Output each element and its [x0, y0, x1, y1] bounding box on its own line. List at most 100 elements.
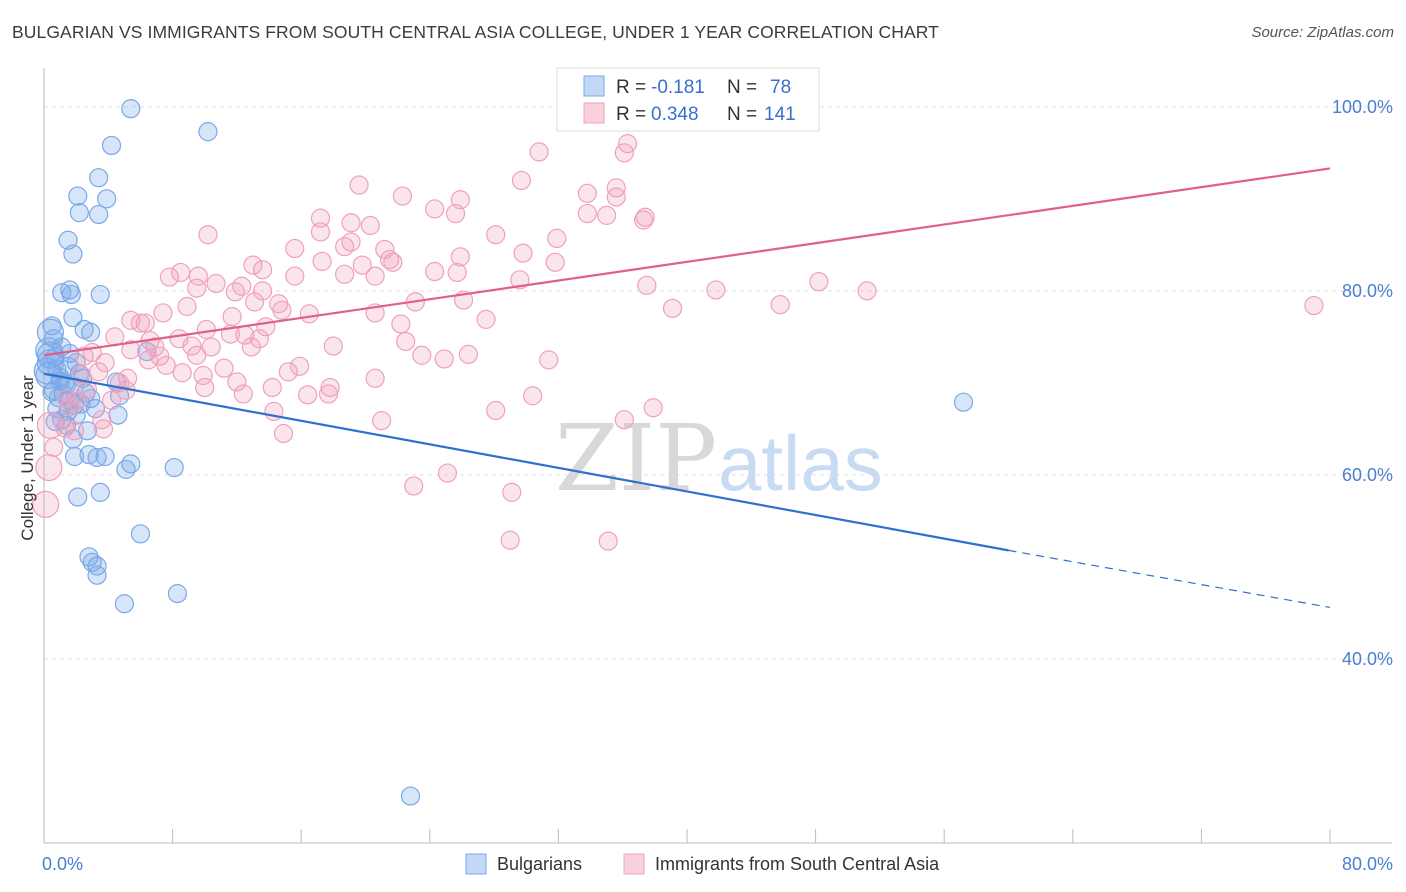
bulgarians-point-12: [61, 284, 81, 305]
immigrants-point-27: [513, 243, 533, 263]
immigrants-point-16: [310, 208, 331, 228]
immigrants-point-114: [412, 345, 432, 365]
immigrants-point-48: [206, 273, 226, 294]
immigrants-point-35: [188, 266, 208, 286]
immigrants-point-99: [404, 476, 424, 496]
legend-label-immigrants: Immigrants from South Central Asia: [655, 854, 940, 874]
bulgarians-point-77: [95, 446, 115, 467]
stats-n-label-bulgarians: N =: [727, 77, 757, 98]
immigrants-point-45: [187, 278, 207, 298]
bulgarians-point-5: [97, 189, 117, 209]
immigrants-point-132: [172, 363, 192, 383]
bulgarians-point-1: [198, 122, 218, 142]
immigrants-point-5: [392, 186, 413, 206]
immigrants-point-93: [614, 410, 634, 430]
bulgarians-point-62: [953, 392, 974, 412]
immigrants-point-65: [182, 336, 202, 356]
immigrants-point-66: [121, 340, 141, 360]
immigrants-point-78: [262, 377, 282, 398]
bulgarians-point-60: [167, 584, 188, 604]
watermark-atlas: atlas: [718, 419, 883, 507]
immigrants-point-94: [273, 423, 294, 444]
bulgarians-point-9: [63, 244, 83, 264]
immigrants-point-140: [545, 252, 565, 272]
bulgarians-point-4: [68, 186, 88, 206]
legend-swatch-immigrants: [623, 853, 645, 875]
bulgarians-point-53: [90, 482, 110, 502]
immigrants-point-46: [253, 281, 273, 301]
x-tick-label-1: 80.0%: [1342, 854, 1393, 874]
immigrants-point-116: [434, 349, 454, 369]
immigrants-point-4: [349, 175, 369, 195]
immigrants-point-52: [177, 296, 197, 317]
immigrants-point-107: [637, 275, 657, 295]
immigrants-point-88: [318, 384, 339, 404]
immigrants-point-135: [256, 317, 276, 337]
immigrants-point-28: [450, 247, 470, 267]
stats-r-label-immigrants: R =: [616, 104, 646, 125]
bulgarians-point-63: [400, 786, 421, 806]
bulgarians-point-6: [69, 203, 89, 223]
immigrants-point-33: [352, 255, 372, 275]
immigrants-point-98: [437, 463, 458, 483]
y-tick-labels: 40.0% 60.0% 80.0% 100.0%: [1332, 97, 1393, 669]
immigrants-point-42: [447, 262, 467, 283]
stats-n-label-immigrants: N =: [727, 104, 757, 125]
chart-source: Source: ZipAtlas.com: [1251, 24, 1394, 41]
legend-swatch-bulgarians: [465, 853, 487, 875]
immigrants-point-115: [458, 344, 478, 364]
immigrants-point-126: [150, 346, 170, 366]
immigrants-point-108: [662, 298, 683, 318]
bulgarians-point-0: [121, 99, 141, 119]
immigrants-point-54: [299, 304, 319, 324]
bulgarians-point-39: [85, 399, 106, 419]
bulgarians-point-61: [114, 594, 134, 614]
immigrants-point-6: [577, 183, 597, 203]
immigrants-point-96: [64, 421, 85, 441]
y-axis-label: College, Under 1 year: [18, 375, 37, 541]
immigrants-point-49: [244, 292, 265, 312]
stats-n-immigrants: 141: [764, 104, 796, 125]
immigrants-point-120: [289, 356, 310, 376]
immigrants-point-84: [60, 397, 80, 417]
immigrants-point-30: [312, 251, 332, 272]
immigrants-point-55: [153, 303, 173, 323]
immigrants-point-47: [225, 282, 245, 302]
immigrants-point-128: [101, 390, 122, 410]
immigrants-point-24: [335, 237, 355, 257]
immigrants-point-29: [380, 249, 400, 270]
bulgarians-point-55: [130, 524, 151, 544]
bulgarians-point-17: [81, 322, 101, 342]
immigrants-point-72: [89, 362, 109, 382]
immigrants-point-12: [577, 203, 597, 224]
immigrants-point-19: [310, 222, 331, 242]
immigrants-point-100: [502, 482, 522, 502]
stats-r-bulgarians: -0.181: [651, 77, 705, 98]
bulgarians-point-7: [89, 204, 109, 225]
trend-lines: [43, 167, 1331, 609]
watermark-zip: ZIP: [555, 405, 717, 512]
bulgarians-point-59: [87, 565, 107, 585]
immigrants-point-79: [233, 384, 253, 404]
stats-r-label-bulgarians: R =: [616, 77, 646, 98]
immigrants-point-38: [285, 266, 305, 286]
bulgarians-point-52: [164, 457, 184, 478]
immigrants-point-21: [547, 228, 567, 249]
immigrants-point-112: [187, 345, 207, 365]
bulgarians-point-48: [64, 446, 85, 467]
bulgarians-point-2: [101, 135, 122, 156]
immigrants-point-39: [335, 264, 355, 284]
immigrants-point-105: [1304, 295, 1324, 316]
series-legend: Bulgarians Immigrants from South Central…: [465, 853, 940, 875]
immigrants-point-103: [500, 530, 520, 550]
immigrants-point-0: [529, 142, 549, 162]
immigrants-point-58: [135, 313, 155, 333]
immigrants-point-2: [617, 134, 638, 154]
immigrants-point-80: [320, 377, 340, 398]
x-tick-labels: 0.0% 80.0%: [42, 854, 1393, 874]
y-tick-label-2: 80.0%: [1342, 281, 1393, 301]
immigrants-point-37: [159, 267, 179, 287]
immigrants-trend-line: [43, 167, 1331, 357]
bulgarians-point-51: [116, 459, 136, 479]
bulgarians-point-76: [36, 318, 65, 346]
